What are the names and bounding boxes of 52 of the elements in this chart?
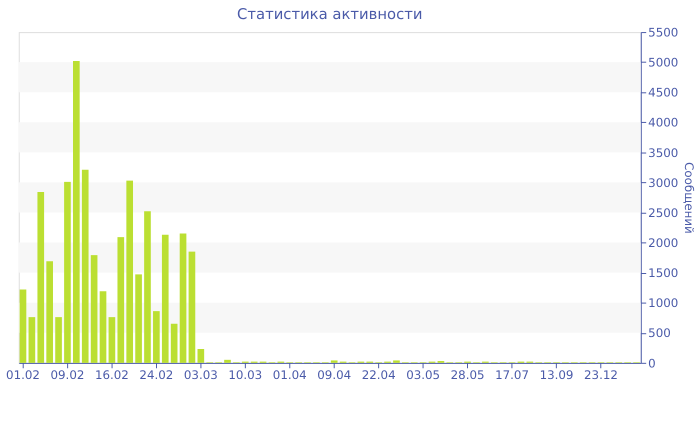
y-axis-title: Сообщений [682,162,696,234]
bar [153,311,160,363]
x-tick-label: 09.04 [317,368,352,382]
x-tick-label: 28.05 [450,368,485,382]
x-tick-label: 10.03 [228,368,262,382]
y-tick-label: 4000 [648,116,678,130]
bar [170,324,178,363]
y-tick-label: 5000 [648,56,678,70]
x-tick-label: 03.05 [406,368,440,382]
y-tick-label: 2500 [648,206,678,220]
bar [90,255,98,363]
x-tick-label: 16.02 [94,368,129,382]
x-tick-label: 13.09 [540,368,574,382]
bar [46,261,53,363]
bar [20,289,26,363]
y-tick-label: 2000 [648,236,678,250]
x-tick-label: 17.07 [495,368,529,382]
bar [64,182,71,363]
bar [73,60,80,363]
bar [126,180,134,363]
bar [55,317,62,363]
y-tick-label: 1000 [648,296,678,310]
bar [135,274,142,363]
x-tick-label: 23.12 [584,368,618,382]
bar [162,234,169,363]
bar [37,192,44,363]
chart-title: Статистика активности [237,6,422,24]
bar [82,170,89,363]
x-tick-label: 24.02 [139,368,174,382]
bar [108,317,116,363]
bar [224,360,231,363]
bar [117,237,124,363]
bar [28,317,36,363]
y-tick-label: 3500 [648,146,678,160]
bar [188,252,196,363]
y-tick-label: 0 [648,356,656,370]
y-tick-label: 5500 [648,26,678,40]
y-tick-label: 3000 [648,176,678,190]
bar [100,291,106,363]
x-tick-label: 22.04 [362,368,396,382]
bar [330,360,338,363]
x-tick-label: 01.02 [6,368,40,382]
bar [144,211,151,363]
y-tick-label: 1500 [648,266,678,280]
y-tick-label: 4500 [648,86,678,100]
bar [197,349,204,363]
x-tick-label: 01.04 [272,368,307,382]
x-tick-label: 09.02 [50,368,84,382]
bar [393,360,400,363]
y-tick-label: 500 [648,326,671,340]
bar [180,234,186,363]
x-tick-label: 03.03 [184,368,218,382]
